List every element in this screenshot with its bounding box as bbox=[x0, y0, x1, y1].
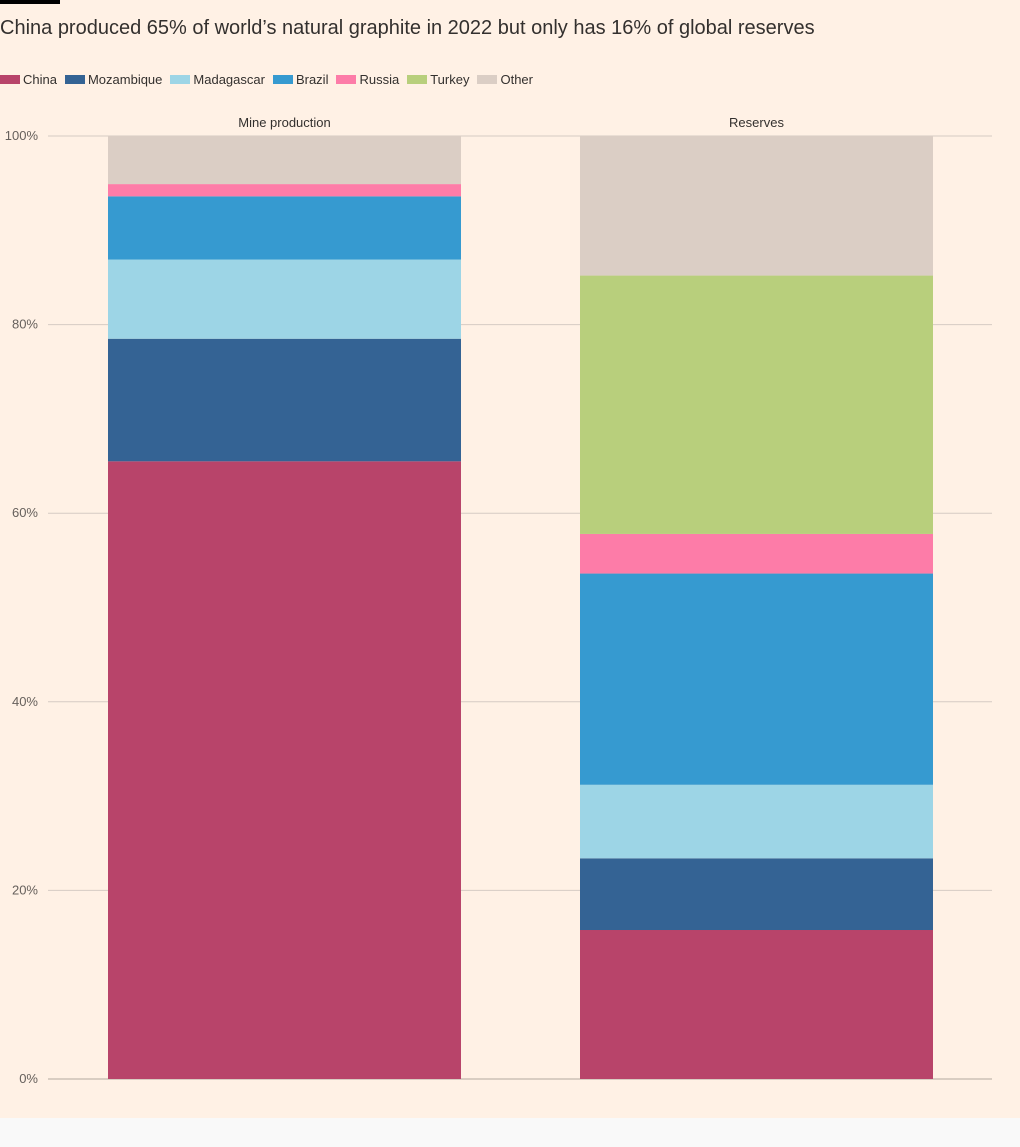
legend-label: Turkey bbox=[430, 71, 470, 87]
legend-swatch bbox=[477, 74, 498, 84]
legend-label: Brazil bbox=[295, 71, 329, 87]
legend: China Mozambique Madagascar Brazil Russia Tur… bbox=[0, 70, 541, 88]
legend-label: Mozambique bbox=[87, 71, 163, 87]
y-tick-label: 40% bbox=[12, 694, 38, 709]
panel-label: Mine production bbox=[238, 115, 331, 130]
brand-bar bbox=[0, 0, 60, 4]
bar-segment-madagascar bbox=[108, 259, 461, 339]
legend-swatch bbox=[407, 74, 428, 84]
bar-segment-russia bbox=[580, 533, 933, 574]
legend-swatch bbox=[0, 74, 20, 84]
bar-segment-other bbox=[108, 136, 461, 185]
legend-item-other: Other bbox=[477, 72, 533, 87]
bar-segment-china bbox=[580, 930, 933, 1079]
legend-swatch bbox=[336, 74, 357, 84]
stacked-bar-chart: 0% 20% 40% 60% 80% 100% Mine production Reserve… bbox=[5, 115, 992, 1086]
y-tick-label: 80% bbox=[12, 317, 38, 332]
bar-segment-mozambique bbox=[108, 338, 461, 462]
bar-segment-brazil bbox=[108, 196, 461, 260]
legend-item-brazil: Brazil bbox=[272, 71, 329, 87]
legend-label: China bbox=[23, 71, 57, 87]
legend-item-china: China bbox=[0, 72, 57, 87]
y-tick-label: 0% bbox=[19, 1071, 38, 1086]
bar-segment-mozambique bbox=[580, 858, 933, 931]
legend-label: Russia bbox=[359, 71, 400, 87]
legend-item-russia: Russia bbox=[336, 72, 399, 87]
chart-title: China produced 65% of world’s natural gr… bbox=[0, 17, 815, 39]
legend-item-turkey: Turkey bbox=[407, 72, 469, 87]
bar-segment-other bbox=[580, 136, 933, 276]
legend-label: Madagascar bbox=[193, 71, 265, 87]
bar-segment-brazil bbox=[580, 573, 933, 785]
y-tick-label: 60% bbox=[12, 505, 38, 520]
panel-label: Reserves bbox=[729, 115, 784, 130]
legend-label: Other bbox=[500, 71, 533, 87]
legend-swatch bbox=[170, 74, 191, 84]
legend-item-madagascar: Madagascar bbox=[170, 72, 265, 87]
y-tick-label: 100% bbox=[5, 128, 39, 143]
bar-segment-russia bbox=[108, 184, 461, 197]
bar-segment-china bbox=[108, 461, 461, 1080]
legend-swatch bbox=[272, 74, 293, 84]
legend-swatch bbox=[64, 74, 85, 84]
bar-segment-madagascar bbox=[580, 784, 933, 859]
bar-segment-turkey bbox=[580, 275, 933, 534]
y-tick-label: 20% bbox=[12, 882, 38, 897]
legend-item-mozambique: Mozambique bbox=[64, 71, 163, 87]
